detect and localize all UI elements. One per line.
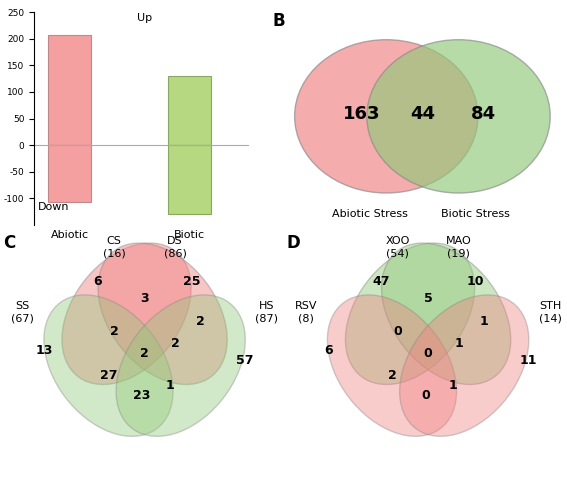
Text: CS: CS — [107, 236, 121, 246]
Text: SS: SS — [15, 302, 29, 311]
Text: 5: 5 — [424, 292, 433, 305]
Text: Down: Down — [39, 202, 70, 212]
Text: 27: 27 — [100, 369, 117, 382]
Text: 44: 44 — [410, 105, 435, 123]
Text: (87): (87) — [255, 314, 278, 324]
Text: 11: 11 — [519, 354, 537, 367]
Ellipse shape — [400, 295, 529, 437]
Text: (16): (16) — [103, 248, 125, 258]
Ellipse shape — [62, 243, 191, 384]
Text: D: D — [286, 234, 300, 252]
Text: C: C — [3, 234, 15, 252]
Text: 2: 2 — [196, 315, 205, 328]
Text: 13: 13 — [36, 344, 53, 357]
Circle shape — [295, 40, 478, 193]
Text: 0: 0 — [393, 325, 402, 337]
Ellipse shape — [98, 243, 227, 384]
Text: (86): (86) — [164, 248, 187, 258]
Text: (19): (19) — [447, 248, 470, 258]
Text: 163: 163 — [342, 105, 380, 123]
Text: (54): (54) — [386, 248, 409, 258]
Text: MAO: MAO — [446, 236, 472, 246]
Text: 1: 1 — [479, 315, 488, 328]
Text: 0: 0 — [421, 389, 430, 402]
Bar — [168, 145, 211, 214]
Text: 0: 0 — [424, 347, 433, 360]
Ellipse shape — [345, 243, 475, 384]
Ellipse shape — [44, 295, 173, 437]
Bar — [48, 145, 91, 202]
Text: 2: 2 — [109, 325, 119, 337]
Text: 2: 2 — [140, 347, 149, 360]
Ellipse shape — [116, 295, 246, 437]
Text: Abiotic Stress: Abiotic Stress — [332, 209, 408, 219]
Circle shape — [367, 40, 550, 193]
Text: 2: 2 — [171, 337, 180, 350]
Text: 6: 6 — [93, 275, 101, 288]
Bar — [48, 35, 91, 145]
Ellipse shape — [382, 243, 511, 384]
Text: 47: 47 — [372, 275, 390, 288]
Text: (14): (14) — [539, 314, 562, 324]
Text: 84: 84 — [471, 105, 496, 123]
Text: 2: 2 — [388, 369, 396, 382]
Text: HS: HS — [259, 302, 274, 311]
Text: Up: Up — [137, 13, 153, 23]
Text: 25: 25 — [183, 275, 201, 288]
Text: (67): (67) — [11, 314, 34, 324]
Text: DS: DS — [167, 236, 183, 246]
Text: Biotic Stress: Biotic Stress — [441, 209, 510, 219]
Ellipse shape — [327, 295, 456, 437]
Text: 57: 57 — [236, 354, 253, 367]
Text: 1: 1 — [448, 379, 458, 392]
Text: XOO: XOO — [386, 236, 410, 246]
Text: STH: STH — [539, 302, 561, 311]
Text: 1: 1 — [454, 337, 463, 350]
Text: B: B — [272, 12, 285, 30]
Bar — [168, 76, 211, 145]
Text: RSV: RSV — [295, 302, 317, 311]
Text: 6: 6 — [324, 344, 332, 357]
Text: 10: 10 — [467, 275, 484, 288]
Text: (8): (8) — [298, 314, 314, 324]
Text: 23: 23 — [133, 389, 150, 402]
Text: 3: 3 — [140, 292, 149, 305]
Text: 1: 1 — [165, 379, 174, 392]
